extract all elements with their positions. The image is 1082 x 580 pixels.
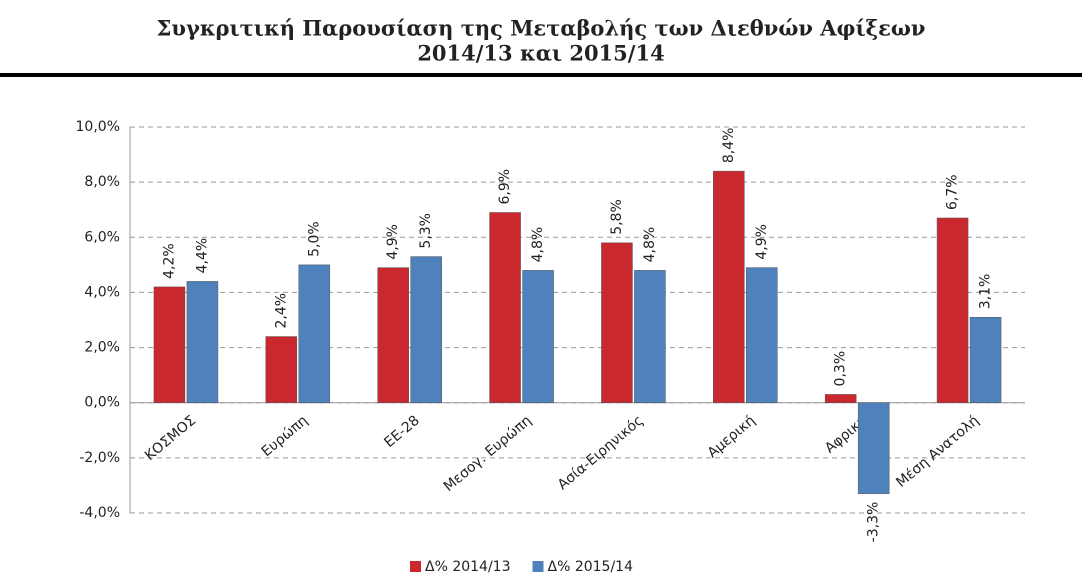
bar	[746, 267, 778, 403]
x-tick-label: Ασία-Ειρηνικός	[555, 413, 647, 494]
y-tick-label: 6,0%	[84, 229, 120, 245]
value-label: 4,9%	[385, 224, 401, 260]
y-tick-label: 8,0%	[84, 174, 120, 190]
bar	[713, 170, 745, 403]
x-tick-label: ΕΕ-28	[381, 413, 422, 451]
bar	[634, 270, 666, 403]
value-label: 0,3%	[833, 351, 849, 387]
chart-title: 2014/13 και 2015/14	[417, 41, 664, 66]
value-label: 8,4%	[721, 128, 737, 164]
legend-label: Δ% 2015/14	[548, 559, 634, 575]
y-tick-label: 10,0%	[76, 119, 120, 135]
title-rule	[0, 73, 1082, 77]
bar	[601, 242, 633, 403]
bar	[824, 394, 857, 403]
x-tick-label: Ευρώπη	[259, 413, 311, 461]
legend-swatch	[532, 561, 544, 572]
y-tick-label: 0,0%	[84, 395, 120, 411]
bar	[936, 217, 969, 403]
bar	[522, 270, 554, 403]
value-label: 5,8%	[609, 199, 625, 235]
x-tick-label: ΚΟΣΜΟΣ	[142, 413, 199, 464]
y-tick-label: -4,0%	[79, 505, 120, 521]
y-tick-label: 4,0%	[84, 284, 120, 300]
value-label: 2,4%	[273, 293, 289, 329]
bar	[857, 402, 890, 494]
value-label: 4,8%	[642, 227, 658, 263]
y-tick-label: -2,0%	[79, 450, 120, 466]
x-tick-label: Μεσογ. Ευρώπη	[441, 413, 535, 495]
value-label: 5,3%	[418, 213, 434, 249]
legend-swatch	[410, 561, 421, 572]
bar	[410, 256, 442, 403]
value-label: -3,3%	[866, 502, 882, 543]
value-label: 3,1%	[978, 274, 994, 310]
value-label: 6,9%	[497, 169, 513, 205]
bar	[377, 267, 409, 403]
bar	[969, 316, 1002, 403]
value-label: 5,0%	[306, 221, 322, 257]
bar	[298, 264, 331, 403]
value-label: 4,2%	[161, 243, 177, 279]
legend-label: Δ% 2014/13	[425, 559, 511, 575]
bar	[186, 281, 219, 403]
value-label: 4,4%	[194, 238, 210, 274]
bar	[153, 286, 186, 403]
y-tick-label: 2,0%	[84, 340, 120, 356]
value-label: 4,8%	[530, 227, 546, 263]
value-label: 4,9%	[754, 224, 770, 260]
x-tick-label: Μέση Ανατολή	[893, 413, 982, 491]
x-tick-label: Αμερική	[705, 413, 759, 462]
bar	[489, 212, 521, 403]
bar	[265, 336, 298, 403]
value-label: 6,7%	[945, 174, 961, 210]
chart-title: Συγκριτική Παρουσίαση της Μεταβολής των …	[157, 16, 926, 41]
